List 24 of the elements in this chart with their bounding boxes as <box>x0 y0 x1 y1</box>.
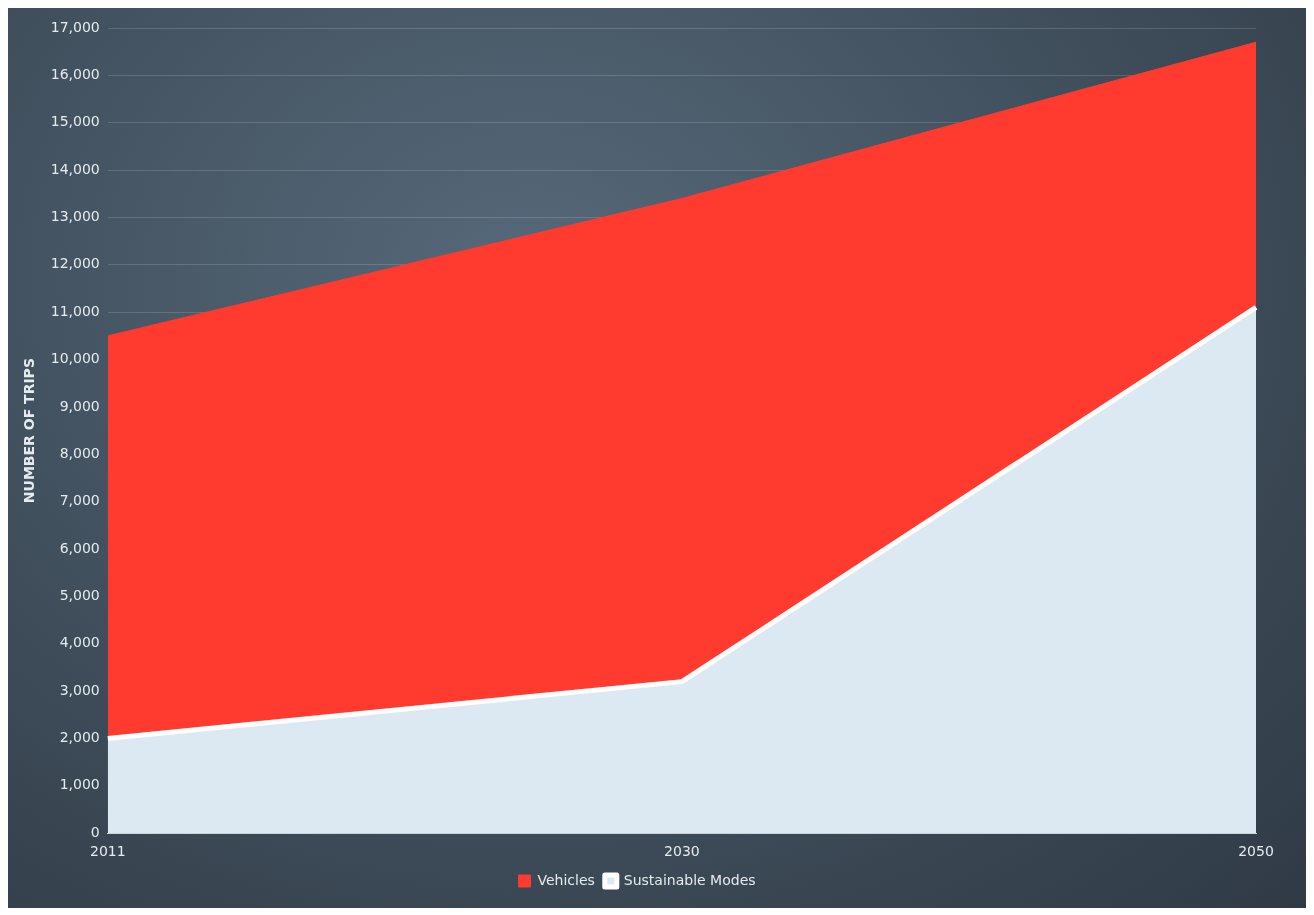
y-tick-label: 6,000 <box>59 539 100 556</box>
y-tick-label: 10,000 <box>50 350 100 367</box>
y-tick-label: 13,000 <box>50 208 100 225</box>
y-tick-label: 5,000 <box>59 587 100 604</box>
y-axis-title: NUMBER OF TRIPS <box>21 358 38 504</box>
x-tick-label: 2050 <box>1238 843 1274 860</box>
y-tick-label: 3,000 <box>59 681 100 698</box>
y-tick-label: 2,000 <box>59 729 100 746</box>
y-tick-label: 16,000 <box>50 66 100 83</box>
y-tick-label: 9,000 <box>59 397 100 414</box>
y-tick-label: 4,000 <box>59 634 100 651</box>
y-tick-label: 0 <box>90 823 100 840</box>
legend-label: Sustainable Modes <box>623 871 756 888</box>
y-tick-label: 12,000 <box>50 255 100 272</box>
y-tick-label: 11,000 <box>50 302 100 319</box>
x-tick-label: 2030 <box>664 843 700 860</box>
y-tick-label: 14,000 <box>50 160 100 177</box>
y-tick-label: 1,000 <box>59 776 100 793</box>
y-tick-label: 7,000 <box>59 492 100 509</box>
x-tick-label: 2011 <box>89 843 126 860</box>
y-tick-label: 8,000 <box>59 444 100 461</box>
y-tick-label: 15,000 <box>50 113 100 130</box>
y-tick-label: 17,000 <box>50 18 100 35</box>
legend-label: Vehicles <box>537 871 595 888</box>
